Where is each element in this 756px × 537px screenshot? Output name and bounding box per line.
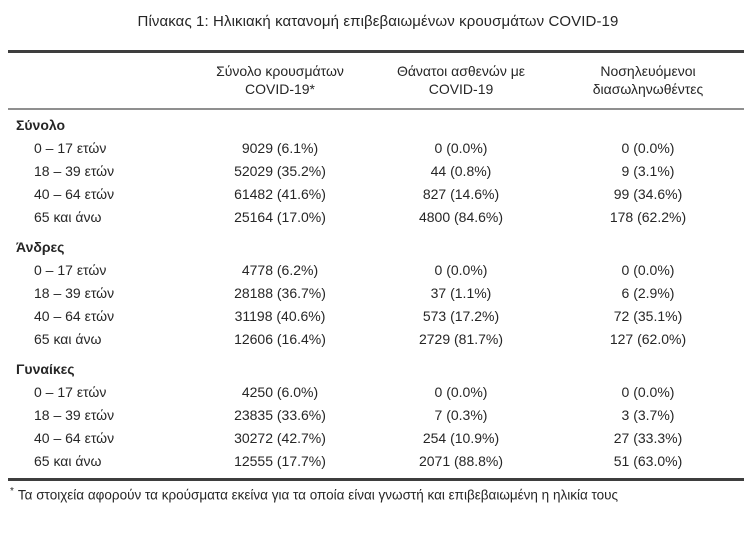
- row-label: 40 – 64 ετών: [34, 185, 115, 202]
- section-header-total: Σύνολο: [8, 113, 744, 136]
- row-label: 40 – 64 ετών: [34, 429, 115, 446]
- cases-cell: 4250 (6.0%): [241, 383, 319, 400]
- table-header-row: Σύνολο κρουσμάτων COVID-19* Θάνατοι ασθε…: [8, 53, 744, 110]
- row-label: 0 – 17 ετών: [34, 261, 107, 278]
- table-row: 0 – 17 ετών 4778 (6.2%) 0 (0.0%) 0 (0.0%…: [8, 258, 744, 281]
- table-row: 40 – 64 ετών 31198 (40.6%) 573 (17.2%) 7…: [8, 304, 744, 327]
- cases-cell: 31198 (40.6%): [234, 307, 326, 324]
- section-header-men: Άνδρες: [8, 235, 744, 258]
- table-row: 65 και άνω 25164 (17.0%) 4800 (84.6%) 17…: [8, 205, 744, 228]
- row-label: 0 – 17 ετών: [34, 383, 107, 400]
- covid-age-distribution-table: Σύνολο κρουσμάτων COVID-19* Θάνατοι ασθε…: [8, 50, 744, 481]
- table-body: Σύνολο 0 – 17 ετών 9029 (6.1%) 0 (0.0%) …: [8, 110, 744, 478]
- intubated-cell: 72 (35.1%): [613, 307, 683, 324]
- table-row: 65 και άνω 12555 (17.7%) 2071 (88.8%) 51…: [8, 449, 744, 472]
- header-deaths-line2: COVID-19: [428, 81, 494, 97]
- header-cell-deaths: Θάνατοι ασθενών με COVID-19: [370, 62, 552, 98]
- table-row: 18 – 39 ετών 28188 (36.7%) 37 (1.1%) 6 (…: [8, 281, 744, 304]
- section-label: Σύνολο: [16, 116, 66, 133]
- deaths-cell: 7 (0.3%): [434, 406, 488, 423]
- cases-cell: 30272 (42.7%): [234, 429, 326, 446]
- intubated-cell: 127 (62.0%): [609, 330, 687, 347]
- row-label: 0 – 17 ετών: [34, 139, 107, 156]
- section-label: Γυναίκες: [16, 360, 75, 377]
- intubated-cell: 9 (3.1%): [621, 162, 675, 179]
- cases-cell: 25164 (17.0%): [234, 208, 326, 225]
- cases-cell: 4778 (6.2%): [241, 261, 319, 278]
- deaths-cell: 37 (1.1%): [430, 284, 492, 301]
- intubated-cell: 0 (0.0%): [621, 139, 675, 156]
- table-row: 18 – 39 ετών 23835 (33.6%) 7 (0.3%) 3 (3…: [8, 403, 744, 426]
- deaths-cell: 0 (0.0%): [434, 261, 488, 278]
- intubated-cell: 0 (0.0%): [621, 383, 675, 400]
- cases-cell: 23835 (33.6%): [234, 406, 326, 423]
- row-label: 65 και άνω: [34, 330, 102, 347]
- deaths-cell: 4800 (84.6%): [418, 208, 504, 225]
- table-row: 40 – 64 ετών 61482 (41.6%) 827 (14.6%) 9…: [8, 182, 744, 205]
- intubated-cell: 27 (33.3%): [613, 429, 683, 446]
- row-label: 18 – 39 ετών: [34, 406, 115, 423]
- deaths-cell: 2729 (81.7%): [418, 330, 504, 347]
- table-row: 18 – 39 ετών 52029 (35.2%) 44 (0.8%) 9 (…: [8, 159, 744, 182]
- cases-cell: 61482 (41.6%): [234, 185, 326, 202]
- section-label: Άνδρες: [16, 238, 65, 255]
- row-label: 65 και άνω: [34, 452, 102, 469]
- intubated-cell: 178 (62.2%): [609, 208, 687, 225]
- row-label: 65 και άνω: [34, 208, 102, 225]
- row-label: 40 – 64 ετών: [34, 307, 115, 324]
- header-cell-intubated: Νοσηλευόμενοι διασωληνωθέντες: [552, 62, 744, 98]
- intubated-cell: 3 (3.7%): [621, 406, 675, 423]
- deaths-cell: 573 (17.2%): [422, 307, 500, 324]
- cases-cell: 28188 (36.7%): [234, 284, 326, 301]
- header-deaths-line1: Θάνατοι ασθενών με: [396, 63, 526, 79]
- section-header-women: Γυναίκες: [8, 357, 744, 380]
- header-intubated-line1: Νοσηλευόμενοι: [600, 63, 696, 79]
- table-row: 0 – 17 ετών 9029 (6.1%) 0 (0.0%) 0 (0.0%…: [8, 136, 744, 159]
- cases-cell: 12606 (16.4%): [234, 330, 326, 347]
- intubated-cell: 99 (34.6%): [613, 185, 683, 202]
- deaths-cell: 254 (10.9%): [422, 429, 500, 446]
- page-title: Πίνακας 1: Ηλικιακή κατανομή επιβεβαιωμέ…: [137, 13, 619, 30]
- intubated-cell: 6 (2.9%): [621, 284, 675, 301]
- intubated-cell: 0 (0.0%): [621, 261, 675, 278]
- header-total-cases-line1: Σύνολο κρουσμάτων: [216, 63, 344, 79]
- header-intubated-line2: διασωληνωθέντες: [592, 81, 704, 97]
- deaths-cell: 0 (0.0%): [434, 139, 488, 156]
- cases-cell: 12555 (17.7%): [234, 452, 326, 469]
- cases-cell: 52029 (35.2%): [234, 162, 326, 179]
- table-row: 0 – 17 ετών 4250 (6.0%) 0 (0.0%) 0 (0.0%…: [8, 380, 744, 403]
- header-cell-total-cases: Σύνολο κρουσμάτων COVID-19*: [190, 62, 370, 98]
- deaths-cell: 0 (0.0%): [434, 383, 488, 400]
- intubated-cell: 51 (63.0%): [613, 452, 683, 469]
- cases-cell: 9029 (6.1%): [241, 139, 319, 156]
- deaths-cell: 827 (14.6%): [422, 185, 500, 202]
- table-footnote: * Τα στοιχεία αφορούν τα κρούσματα εκείνα…: [10, 486, 744, 503]
- row-label: 18 – 39 ετών: [34, 284, 115, 301]
- row-label: 18 – 39 ετών: [34, 162, 115, 179]
- deaths-cell: 44 (0.8%): [430, 162, 492, 179]
- header-total-cases-line2: COVID-19*: [244, 81, 316, 97]
- table-row: 40 – 64 ετών 30272 (42.7%) 254 (10.9%) 2…: [8, 426, 744, 449]
- table-row: 65 και άνω 12606 (16.4%) 2729 (81.7%) 12…: [8, 327, 744, 350]
- footnote-text: Τα στοιχεία αφορούν τα κρούσματα εκείνα …: [17, 487, 619, 503]
- deaths-cell: 2071 (88.8%): [418, 452, 504, 469]
- footnote-asterisk: *: [10, 486, 14, 497]
